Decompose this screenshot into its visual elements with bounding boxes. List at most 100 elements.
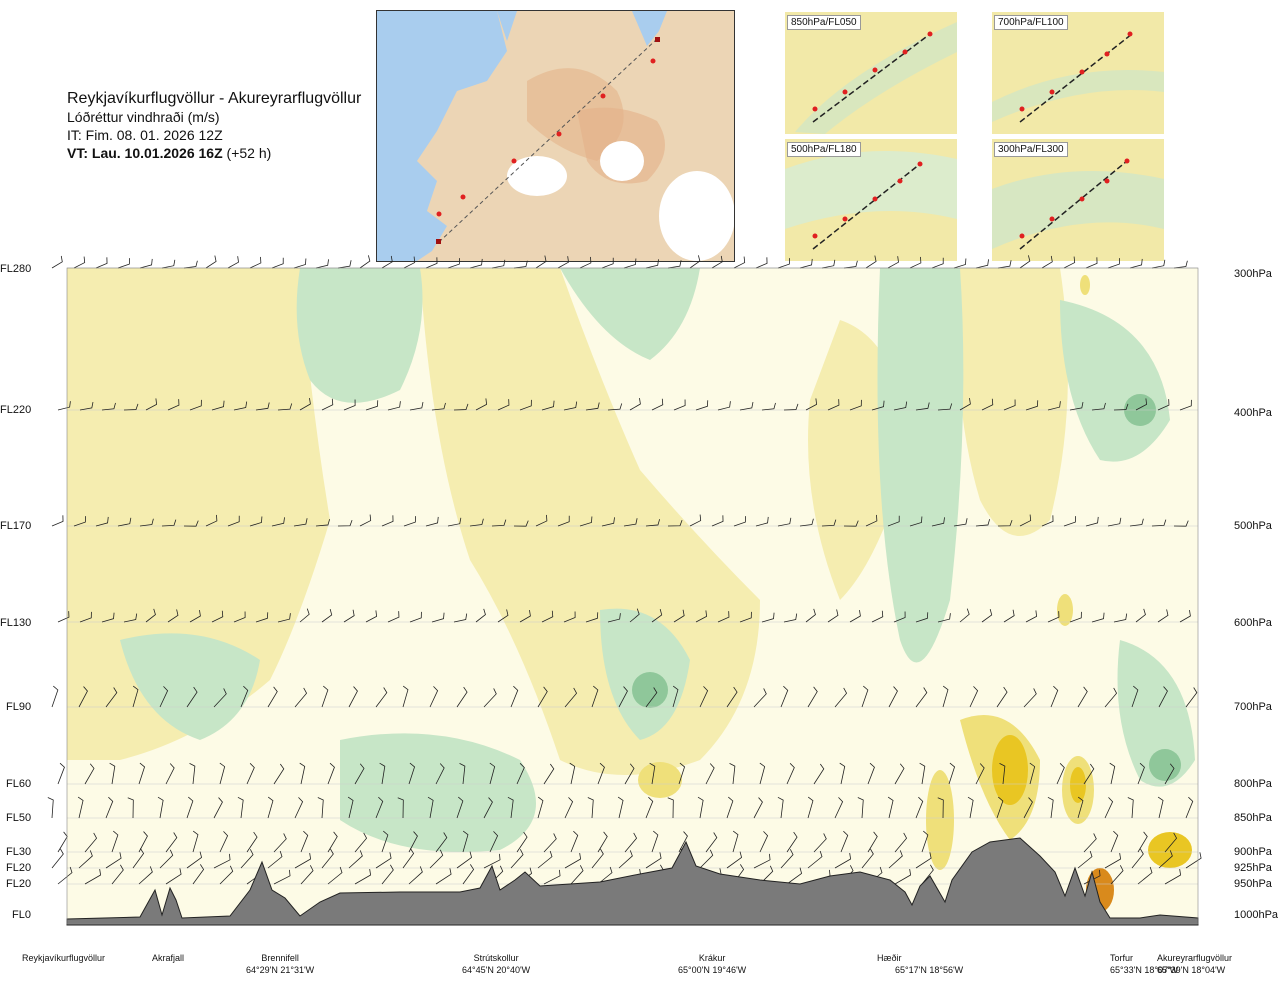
wind-barb (624, 869, 642, 885)
wind-barb (617, 796, 624, 819)
station-label: Akureyrarflugvöllur 65°39'N 18°04'W (1157, 953, 1233, 975)
wind-barb (277, 613, 291, 623)
wind-barb (996, 796, 1004, 819)
thumbnail-850hpa[interactable]: 850hPa/FL050 (785, 12, 957, 134)
wind-barb (564, 797, 574, 819)
wind-barb (139, 258, 153, 269)
wind-barb (645, 687, 658, 708)
wind-barb (915, 612, 929, 623)
thumbnail-700hpa[interactable]: 700hPa/FL100 (992, 12, 1164, 134)
wind-barb (705, 763, 715, 785)
wind-barb (47, 797, 54, 819)
wind-barb (999, 762, 1006, 785)
wind-barb (123, 403, 139, 411)
wind-barb (1131, 685, 1139, 708)
region-down-5 (600, 608, 690, 740)
region-down-4 (1060, 300, 1170, 462)
wind-barb (359, 514, 372, 527)
wind-barb (456, 851, 473, 869)
wind-barb (937, 613, 951, 623)
wind-barb (563, 401, 578, 411)
wind-barb (919, 762, 926, 785)
wind-barb (219, 865, 234, 885)
wind-barb (271, 257, 284, 269)
wind-barb (711, 515, 724, 527)
wind-barb (51, 255, 63, 269)
wind-barb (591, 685, 599, 708)
wind-barb (403, 516, 416, 527)
wind-barb (1157, 796, 1164, 819)
wind-barb (1077, 850, 1093, 869)
wind-barb (981, 609, 993, 623)
wind-barb (78, 850, 93, 869)
wind-barb (462, 830, 469, 853)
wind-barb (678, 762, 686, 785)
level-label-right: 850hPa (1234, 812, 1272, 824)
wind-barb (755, 257, 768, 269)
wind-barb (249, 256, 262, 269)
wind-barb (78, 686, 88, 708)
wind-barb (699, 686, 709, 708)
thumbnail-500hpa[interactable]: 500hPa/FL180 (785, 139, 957, 261)
wind-barb (1151, 259, 1166, 269)
wind-barb (1069, 611, 1082, 623)
wind-barb (381, 830, 389, 853)
wind-barb (805, 398, 818, 411)
region-down-8 (1117, 640, 1195, 787)
wind-barb (189, 610, 201, 623)
wind-barb (1157, 609, 1169, 623)
wind-barb (1110, 830, 1119, 853)
wind-barb (348, 850, 363, 869)
wind-barb (300, 830, 309, 853)
wind-barb (255, 402, 270, 411)
wind-barb (915, 402, 930, 411)
wind-barb (759, 865, 774, 885)
wind-barb (843, 260, 858, 269)
wind-barb (834, 853, 852, 869)
wind-barb (227, 256, 239, 269)
wind-barb (585, 402, 600, 411)
wind-barb (732, 864, 745, 885)
region-down-3 (877, 268, 964, 663)
wind-barb (51, 515, 64, 527)
wind-barb (161, 259, 176, 269)
wind-barb (84, 763, 95, 785)
thumbnail-300hpa[interactable]: 300hPa/FL300 (992, 139, 1164, 261)
wind-barb (95, 516, 109, 527)
wind-barb (541, 400, 555, 411)
wind-barb (267, 850, 283, 869)
region-strongup-7 (1080, 275, 1090, 295)
wind-barb (672, 685, 679, 708)
wind-barb (321, 398, 334, 411)
wind-barb (255, 612, 269, 623)
wind-barb (227, 515, 240, 527)
station-label: Hæðir 65°17'N 18°56'W (877, 953, 964, 975)
wind-barb (1137, 762, 1145, 785)
wind-barb (807, 796, 814, 819)
wind-barb (537, 796, 544, 819)
region-strongup-2 (1062, 756, 1094, 824)
wind-barb (981, 398, 994, 411)
region-verystrongup (1086, 868, 1114, 912)
region-strongup-5 (926, 770, 954, 870)
wind-barb (893, 611, 906, 623)
wind-barb (673, 399, 686, 411)
station-label: Brennifell 64°29'N 21°31'W (246, 953, 315, 975)
wind-barb (695, 610, 708, 623)
terrain-profile (66, 837, 1199, 926)
wind-barb (57, 401, 71, 411)
wind-barb (165, 832, 178, 853)
wind-barb (111, 864, 124, 885)
wind-barb (299, 762, 306, 785)
region-up-northeast (957, 268, 1068, 536)
level-label-left: FL220 (0, 404, 32, 416)
route-map-svg (377, 11, 734, 261)
wind-barb (354, 832, 368, 853)
wind-barb (219, 762, 226, 785)
wind-barb (780, 849, 794, 869)
wind-barb (1179, 610, 1191, 623)
wind-barb (402, 685, 409, 708)
wind-barb (948, 762, 956, 785)
wind-barb (1003, 609, 1015, 623)
thumbnail-300hpa-svg (992, 139, 1164, 261)
